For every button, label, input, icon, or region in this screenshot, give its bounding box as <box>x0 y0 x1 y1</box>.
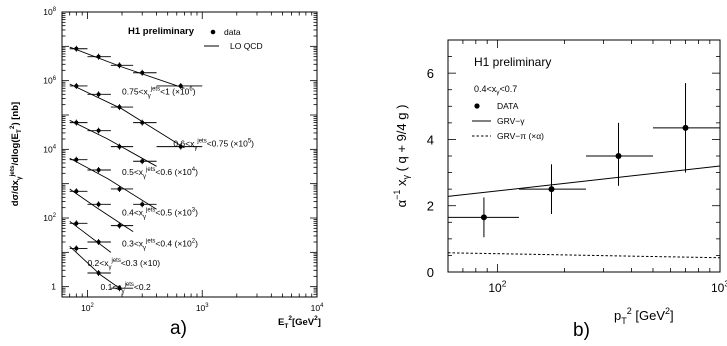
x-tick-label-a: 102 <box>81 303 94 313</box>
data-point <box>96 239 101 244</box>
legend-data-marker-a <box>210 29 216 35</box>
data-point <box>480 214 487 221</box>
legend-data-label-a: data <box>224 27 241 37</box>
title-b: H1 preliminary <box>474 55 551 69</box>
y-tick-label-b: 0 <box>427 265 434 280</box>
lo-qcd-curve <box>69 245 123 291</box>
series-label: 0.4<xγjets<0.5 (×103) <box>122 207 198 220</box>
data-point <box>117 144 122 149</box>
data-point <box>117 63 122 68</box>
x-axis-label-a: ET2[GeV2] <box>278 315 321 330</box>
lo-qcd-curve <box>69 188 134 233</box>
x-axis-label-b: pT2 [GeV2] <box>614 306 674 326</box>
series-a <box>69 119 157 167</box>
y-tick-label-b: 6 <box>427 66 434 81</box>
y-tick-label-a: 108 <box>43 7 56 17</box>
series-a <box>69 220 112 253</box>
y-tick-label-b: 2 <box>427 199 434 214</box>
data-point <box>74 83 79 88</box>
series-a <box>69 82 203 150</box>
data-point <box>178 144 183 149</box>
lo-qcd-curve <box>69 157 157 210</box>
lo-qcd-curve <box>69 46 185 89</box>
series-label: 0.6<xγjets<0.75 (×105) <box>173 139 254 152</box>
axis-ticks-b: 102 103 0 2 4 6 <box>427 39 727 295</box>
data-point <box>117 105 122 110</box>
legend-qcd-label-a: LO QCD <box>230 41 263 51</box>
y-axis-label-b: α−1 xγ ( q + 9/4 g ) <box>392 105 411 208</box>
series-a <box>69 156 157 210</box>
plot-frame-b <box>447 39 721 273</box>
legend-data-marker-b <box>474 103 480 109</box>
data-point <box>140 159 145 164</box>
series-a <box>69 245 134 292</box>
y-tick-label-a: 1 <box>51 282 56 292</box>
data-point <box>74 246 79 251</box>
data-point <box>117 286 122 291</box>
plot-frame-a <box>61 11 318 298</box>
y-tick-label-a: 106 <box>43 76 56 86</box>
legend-a: data LO QCD <box>204 27 263 51</box>
series-labels-a: 0.75<xγjets<1 (×106) 0.6<xγjets<0.75 (×10… <box>87 86 254 295</box>
data-point <box>178 83 183 88</box>
series-label: 0.5<xγjets<0.6 (×104) <box>122 167 198 180</box>
data-point <box>74 221 79 226</box>
axis-ticks-a: 102 103 104 1 102 104 106 108 <box>43 7 324 313</box>
cut-label-b: 0.4<xγ<0.7 <box>474 84 517 96</box>
data-point <box>96 54 101 59</box>
series-a <box>69 188 134 233</box>
data-point <box>615 153 622 159</box>
y-axis-label-a: dσ/dxγjets/dlog(ET2) [nb] <box>9 102 23 206</box>
series-label: 0.1<xγjets<0.2 <box>101 282 151 295</box>
lo-qcd-curve <box>69 119 157 167</box>
data-series-a <box>69 45 203 292</box>
series-label: 0.2<xγjets<0.3 (×10) <box>87 258 160 271</box>
data-point <box>74 46 79 51</box>
series-label: 0.3<xγjets<0.4 (×102) <box>122 238 198 251</box>
data-point <box>548 186 555 193</box>
panel-label-b: b) <box>573 320 590 341</box>
lo-qcd-curve <box>69 83 185 149</box>
legend-grv-pi-label-b: GRV−π (×α) <box>497 131 544 141</box>
y-tick-label-a: 104 <box>43 144 56 154</box>
data-point <box>140 202 145 207</box>
series-b <box>447 165 721 197</box>
legend-b: DATA GRV−γ GRV−π (×α) <box>472 101 544 141</box>
data-point <box>140 120 145 125</box>
data-point <box>96 168 101 173</box>
y-tick-label-a: 102 <box>43 213 56 223</box>
data-point <box>140 70 145 75</box>
series-b <box>448 83 720 238</box>
panel-label-a: a) <box>170 318 187 339</box>
x-tick-label-a: 104 <box>311 303 324 313</box>
data-point <box>682 124 689 131</box>
grv-pi-curve <box>447 252 721 259</box>
data-point <box>96 92 101 97</box>
lo-qcd-curve <box>69 220 112 253</box>
series-b <box>447 252 721 259</box>
series-label: 0.75<xγjets<1 (×106) <box>122 86 196 99</box>
data-point <box>117 223 122 228</box>
legend-grv-gamma-label-b: GRV−γ <box>497 116 525 126</box>
series-a <box>69 45 203 89</box>
data-series-b <box>447 83 721 259</box>
x-tick-label-b: 102 <box>488 279 506 295</box>
panel-a: 102 103 104 1 102 104 106 108 0.75<xγjets<1 (×1… <box>9 7 324 339</box>
data-point <box>96 128 101 133</box>
y-tick-label-b: 4 <box>427 132 434 147</box>
data-point <box>117 186 122 191</box>
data-point <box>74 157 79 162</box>
title-a: H1 preliminary <box>128 26 195 37</box>
data-point <box>74 120 79 125</box>
data-point <box>96 271 101 276</box>
x-tick-label-a: 103 <box>196 303 209 313</box>
x-tick-label-b: 103 <box>711 279 727 295</box>
grv-gamma-curve <box>447 165 721 197</box>
panel-b: 102 103 0 2 4 6 H1 preliminary 0.4<xγ<0.7 DAT… <box>392 39 727 341</box>
data-point <box>96 202 101 207</box>
data-point <box>74 189 79 194</box>
legend-data-label-b: DATA <box>497 101 519 111</box>
